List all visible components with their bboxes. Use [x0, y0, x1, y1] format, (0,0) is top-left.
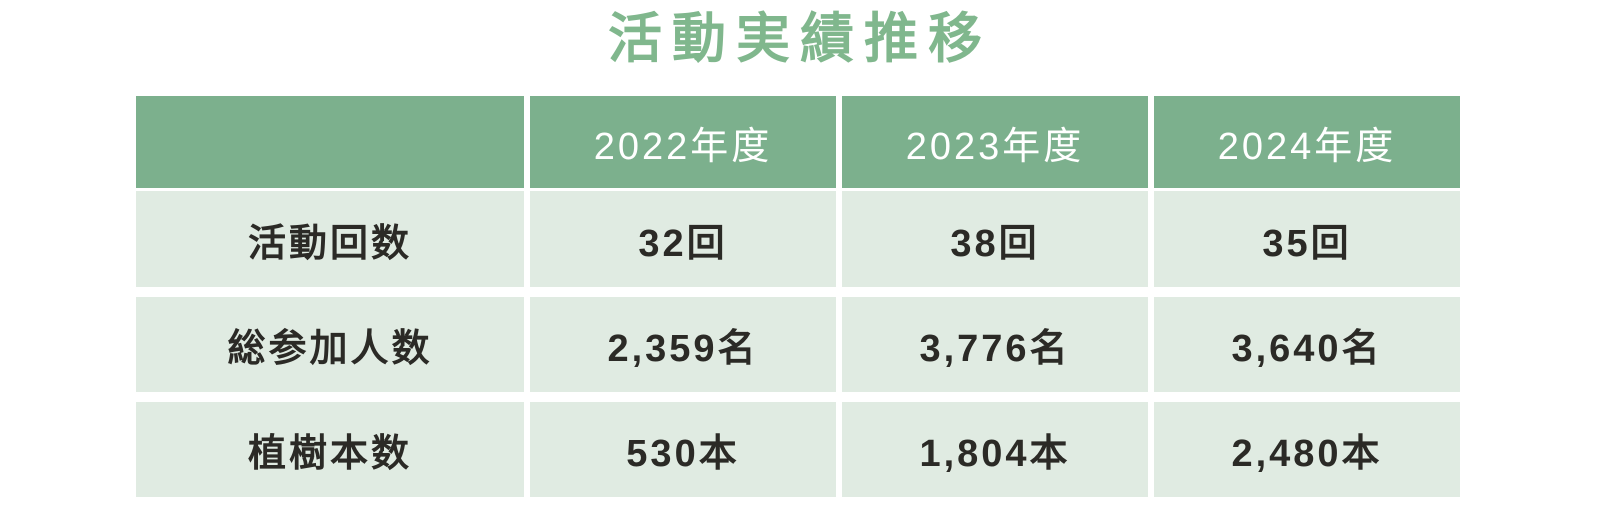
- activity-results-table: 2022年度 2023年度 2024年度 活動回数 32回 38回 35回 総参…: [136, 96, 1460, 497]
- row-label-activity-count: 活動回数: [136, 191, 524, 287]
- table-row-activity-count: 活動回数 32回 38回 35回: [136, 191, 1460, 287]
- row-label-trees-planted: 植樹本数: [136, 402, 524, 497]
- cell-trees-planted-fy2024: 2,480本: [1154, 402, 1460, 497]
- page-title: 活動実績推移: [608, 9, 992, 69]
- cell-trees-planted-fy2023: 1,804本: [842, 402, 1148, 497]
- header-cell-fy2022: 2022年度: [530, 96, 836, 188]
- header-cell-empty: [136, 96, 524, 188]
- header-cell-fy2024: 2024年度: [1154, 96, 1460, 188]
- cell-activity-count-fy2023: 38回: [842, 191, 1148, 287]
- row-label-total-participants: 総参加人数: [136, 297, 524, 392]
- cell-total-participants-fy2022: 2,359名: [530, 297, 836, 392]
- cell-total-participants-fy2024: 3,640名: [1154, 297, 1460, 392]
- table-header-row: 2022年度 2023年度 2024年度: [136, 96, 1460, 188]
- cell-total-participants-fy2023: 3,776名: [842, 297, 1148, 392]
- header-cell-fy2023: 2023年度: [842, 96, 1148, 188]
- cell-activity-count-fy2022: 32回: [530, 191, 836, 287]
- cell-trees-planted-fy2022: 530本: [530, 402, 836, 497]
- cell-activity-count-fy2024: 35回: [1154, 191, 1460, 287]
- table-row-total-participants: 総参加人数 2,359名 3,776名 3,640名: [136, 297, 1460, 392]
- table-row-trees-planted: 植樹本数 530本 1,804本 2,480本: [136, 402, 1460, 497]
